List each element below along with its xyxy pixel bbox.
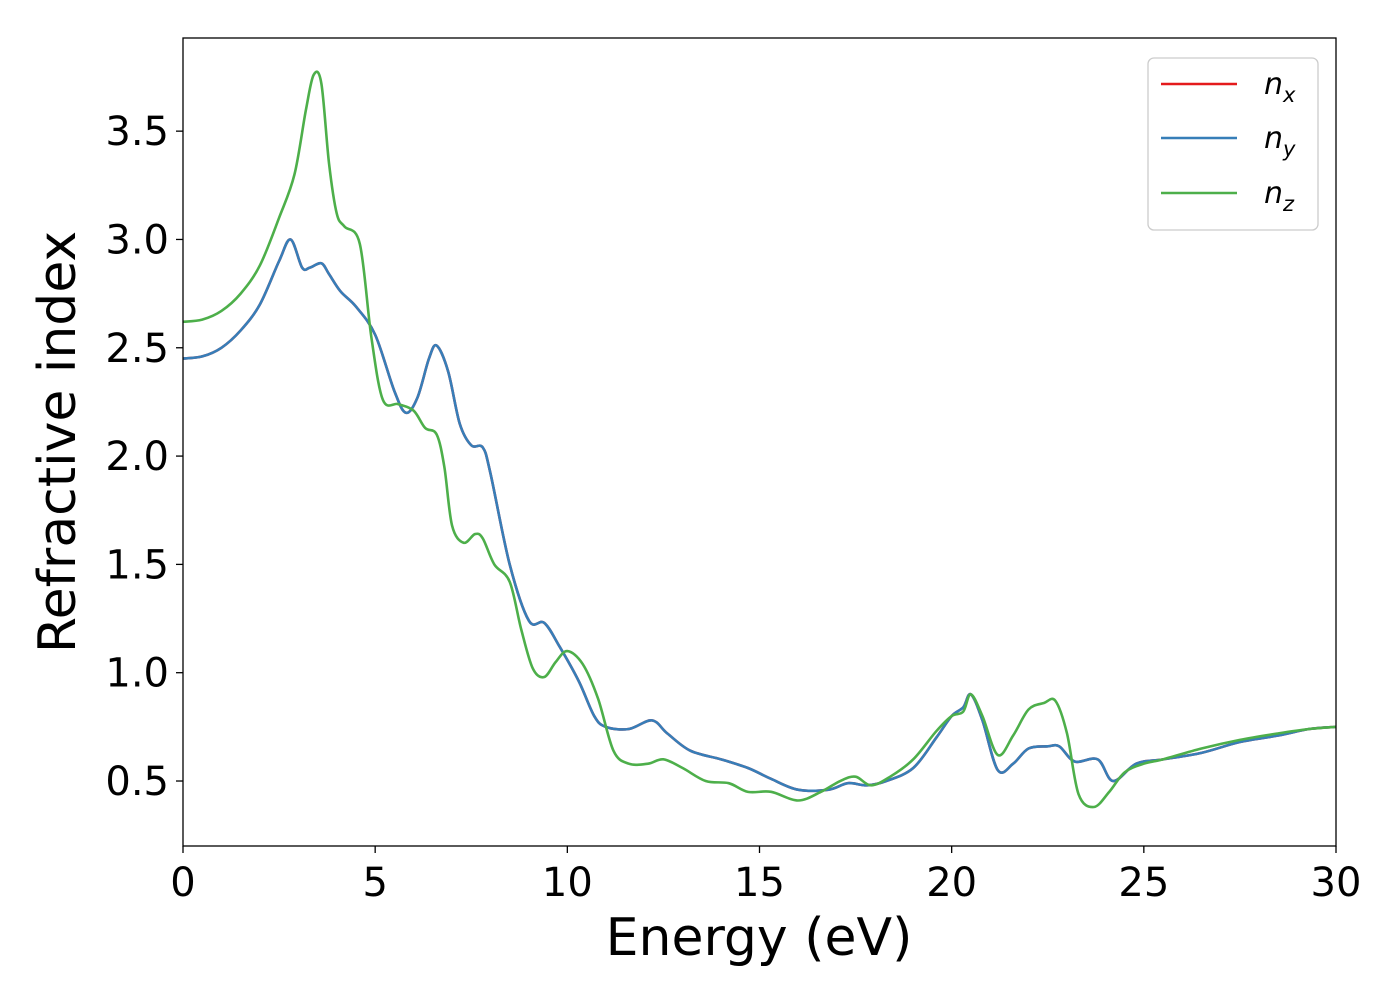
x-tick-label: 10 [542,860,593,906]
legend: nx ny nz [1147,57,1319,231]
y-axis-label: Refractive index [28,231,88,653]
y-tick-label: 2.0 [105,434,169,480]
x-tick-label: 5 [362,860,387,906]
x-tick-label: 15 [734,860,785,906]
x-tick-label: 25 [1118,860,1169,906]
y-tick-label: 1.5 [105,542,169,588]
y-tick-label: 3.0 [105,217,169,263]
series-line-nz [183,70,1336,809]
legend-label-nx: nx [1264,67,1296,107]
series-line-ny [183,238,1336,793]
y-tick-label: 2.5 [105,326,169,372]
x-tick-label: 20 [926,860,977,906]
y-tick-label: 3.5 [105,109,169,155]
y-tick-label: 1.0 [105,651,169,697]
series-layer [183,70,1336,809]
y-tick-label: 0.5 [105,759,169,805]
legend-box [1147,57,1319,231]
x-tick-label: 0 [170,860,195,906]
series-line-nx [183,238,1336,793]
tick-layer: 0 5 10 15 20 25 30 0.5 1.0 1.5 2.0 2.5 3.0 3.5 [105,109,1361,906]
x-axis-label: Energy (eV) [606,908,913,968]
x-tick-label: 30 [1311,860,1362,906]
legend-label-ny: ny [1264,121,1296,161]
legend-label-nz: nz [1264,176,1295,216]
legend-entries: nx ny nz [1161,67,1296,216]
